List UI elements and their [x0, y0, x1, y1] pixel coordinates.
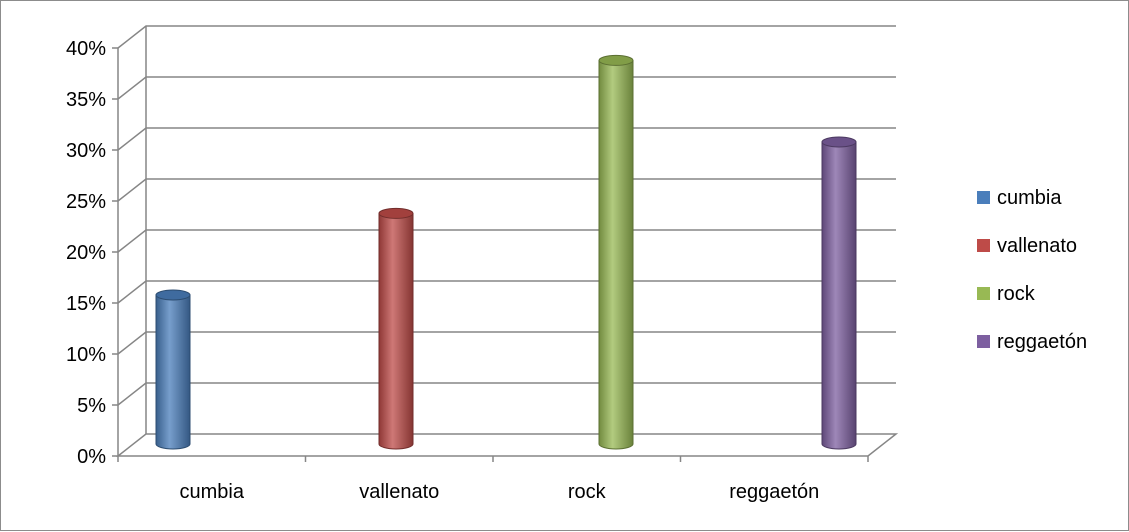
bar-top	[821, 136, 857, 148]
y-tick-label: 20%	[66, 242, 106, 264]
legend: cumbia vallenato rock reggaetón	[977, 187, 1087, 353]
chart-walls	[115, 26, 899, 457]
bar-body	[378, 212, 414, 450]
bar-vallenato	[378, 207, 414, 450]
legend-swatch	[977, 191, 990, 204]
gridline	[117, 76, 896, 100]
legend-label: reggaetón	[997, 331, 1087, 353]
gridline	[117, 25, 896, 49]
legend-swatch	[977, 239, 990, 252]
y-tick-label: 35%	[66, 89, 106, 111]
gridline	[117, 178, 896, 202]
legend-label: cumbia	[997, 187, 1062, 209]
x-tick-label: rock	[568, 481, 607, 503]
gridline	[117, 229, 896, 253]
y-tick-label: 10%	[66, 344, 106, 366]
y-tick-label: 30%	[66, 140, 106, 162]
legend-item: cumbia	[977, 187, 1062, 209]
y-tick-label: 0%	[77, 446, 106, 468]
bar-body	[155, 294, 191, 450]
y-tick-label: 25%	[66, 191, 106, 213]
gridline	[117, 331, 896, 355]
gridline	[117, 280, 896, 304]
legend-label: rock	[997, 283, 1036, 305]
chart-floor	[115, 433, 899, 457]
bar-cumbia	[155, 289, 191, 450]
gridline	[117, 382, 896, 406]
legend-item: vallenato	[977, 235, 1077, 257]
gridlines	[117, 25, 896, 406]
gridline	[117, 127, 896, 151]
legend-label: vallenato	[997, 235, 1077, 257]
bar-body	[821, 141, 857, 450]
bar-top	[598, 54, 634, 66]
y-tick-label: 5%	[77, 395, 106, 417]
x-axis: cumbia vallenato rock reggaetón	[117, 456, 869, 503]
x-tick-label: vallenato	[359, 481, 439, 503]
bar-rock	[598, 54, 634, 450]
y-axis-tick-labels: 0% 5% 10% 15% 20% 25% 30% 35% 40%	[66, 38, 118, 468]
bar-body	[598, 59, 634, 450]
legend-swatch	[977, 287, 990, 300]
bar-top	[155, 289, 191, 301]
legend-item: reggaetón	[977, 331, 1087, 353]
bar-reggaetón	[821, 136, 857, 450]
x-tick-label: cumbia	[180, 481, 245, 503]
y-tick-label: 15%	[66, 293, 106, 315]
legend-swatch	[977, 335, 990, 348]
y-tick-label: 40%	[66, 38, 106, 60]
legend-item: rock	[977, 283, 1036, 305]
bar-top	[378, 207, 414, 219]
bars	[155, 54, 857, 450]
x-tick-label: reggaetón	[729, 481, 819, 503]
